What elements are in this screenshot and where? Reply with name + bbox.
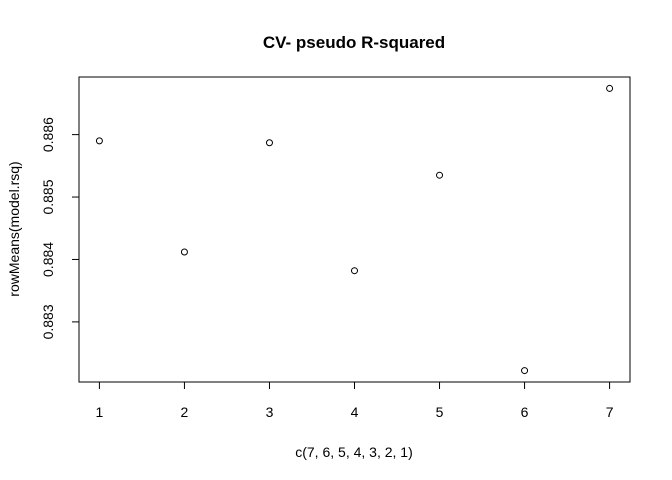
y-axis-label: rowMeans(model.rsq) [6, 161, 22, 296]
x-tick-label: 7 [606, 404, 614, 420]
data-point [265, 139, 273, 147]
x-tick-label: 6 [521, 404, 529, 420]
y-tick-label: 0.885 [40, 179, 56, 214]
data-point [95, 137, 103, 145]
data-point [521, 367, 529, 375]
x-tick-label: 2 [181, 404, 189, 420]
y-axis: 0.883 0.884 0.885 0.886 [40, 117, 80, 339]
chart-title: CV- pseudo R-squared [263, 33, 445, 52]
y-tick-label: 0.884 [40, 242, 56, 277]
x-axis: 1 2 3 4 5 6 7 [96, 381, 614, 420]
data-points [95, 84, 614, 375]
y-tick-label: 0.886 [40, 117, 56, 152]
x-tick-label: 3 [266, 404, 274, 420]
x-axis-label: c(7, 6, 5, 4, 3, 2, 1) [295, 444, 413, 460]
data-point [606, 84, 614, 92]
x-tick-label: 5 [436, 404, 444, 420]
x-tick-label: 4 [351, 404, 359, 420]
data-point [351, 267, 358, 275]
data-point [180, 248, 188, 256]
x-tick-label: 1 [96, 404, 104, 420]
data-point [436, 171, 444, 179]
y-tick-label: 0.883 [40, 304, 56, 339]
